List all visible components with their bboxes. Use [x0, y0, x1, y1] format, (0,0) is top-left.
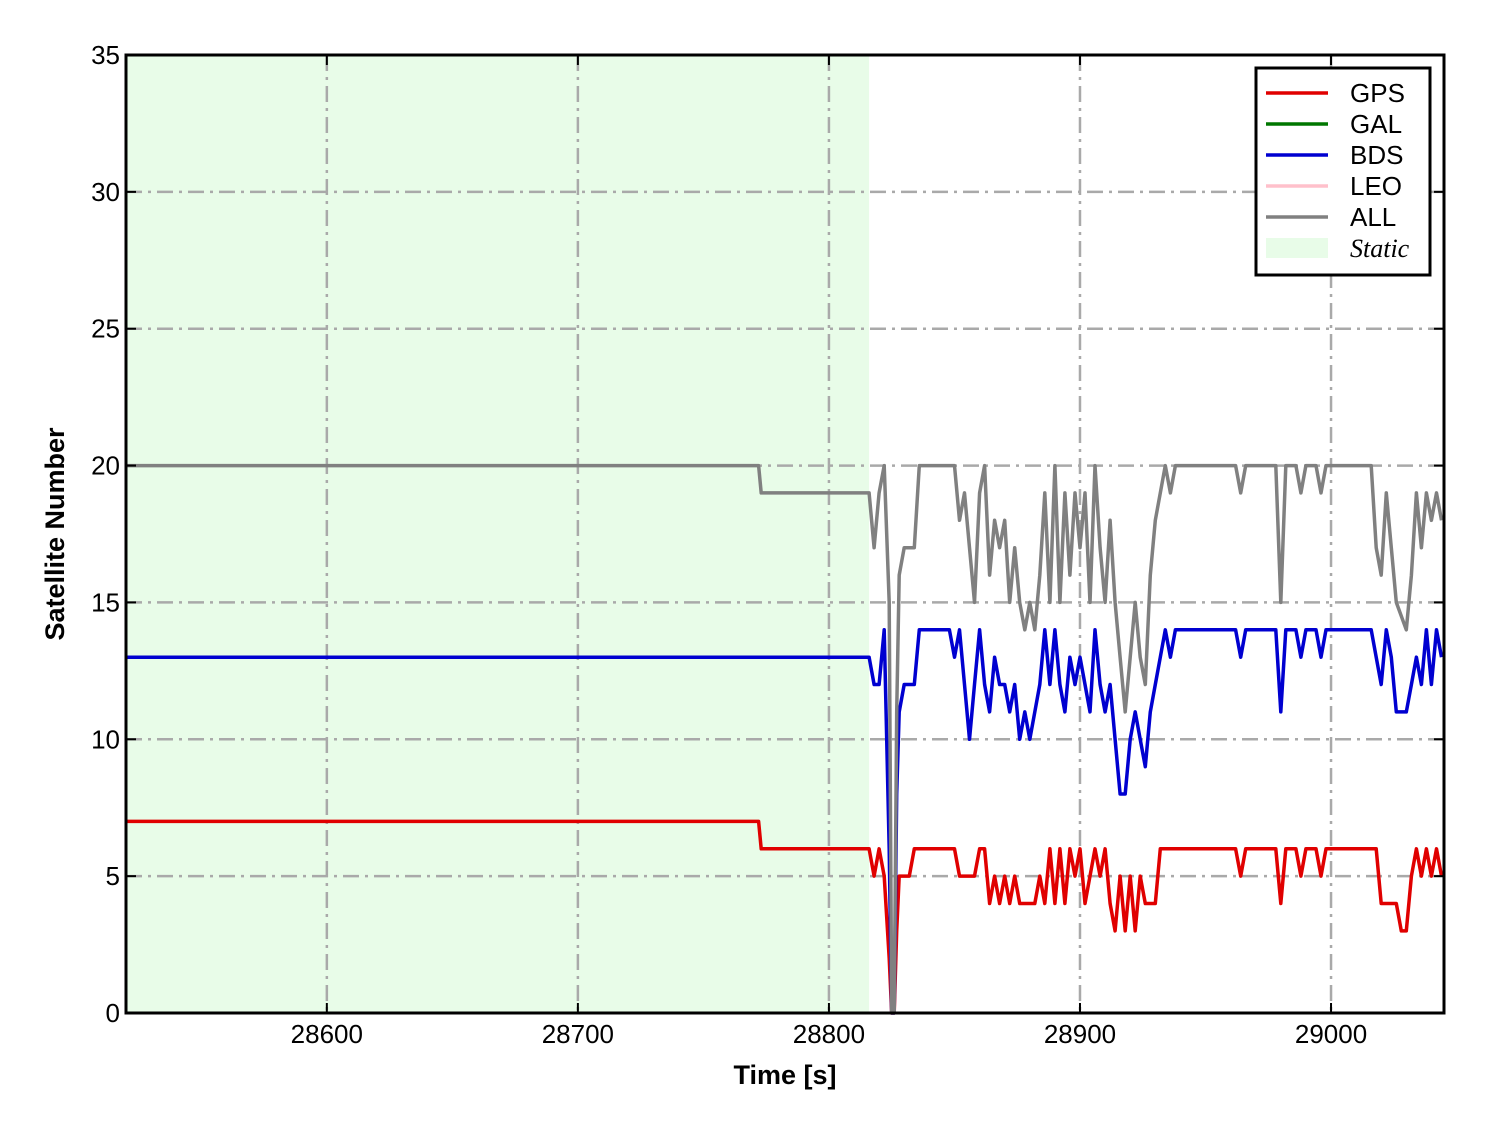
- x-tick-label: 28800: [793, 1019, 865, 1049]
- y-tick-label: 25: [91, 314, 120, 344]
- legend-box: [1254, 66, 1432, 277]
- legend-label-static: Static: [1350, 234, 1410, 263]
- x-tick-label: 28900: [1044, 1019, 1116, 1049]
- series-line-bds: [126, 628, 1444, 1015]
- y-tick-label: 30: [91, 177, 120, 207]
- x-axis-label: Time [s]: [733, 1060, 836, 1090]
- y-axis-label: Satellite Number: [40, 427, 70, 641]
- ticks: 28600 28700 28800 28900 29000 0 5 10 15 20 25 30 35: [91, 40, 1444, 1049]
- y-tick-label: 0: [106, 998, 120, 1028]
- series-layer: [126, 463, 1444, 1015]
- y-tick-label: 15: [91, 587, 120, 617]
- legend-label-leo: LEO: [1350, 171, 1402, 201]
- y-tick-label: 5: [106, 861, 120, 891]
- y-tick-label: 35: [91, 40, 120, 70]
- y-tick-label: 10: [91, 724, 120, 754]
- series-line-all: [126, 463, 1444, 1015]
- x-tick-label: 28600: [291, 1019, 363, 1049]
- series-line-gps: [126, 819, 1444, 1015]
- y-tick-label: 20: [91, 451, 120, 481]
- legend-label-gal: GAL: [1350, 109, 1402, 139]
- plot-frame: [124, 53, 1446, 1015]
- static-region: [126, 55, 870, 1013]
- legend-swatch-static: [1266, 238, 1328, 258]
- legend-label-bds: BDS: [1350, 140, 1403, 170]
- legend-label-gps: GPS: [1350, 78, 1405, 108]
- legend-label-all: ALL: [1350, 202, 1396, 232]
- x-tick-label: 29000: [1295, 1019, 1367, 1049]
- x-tick-label: 28700: [542, 1019, 614, 1049]
